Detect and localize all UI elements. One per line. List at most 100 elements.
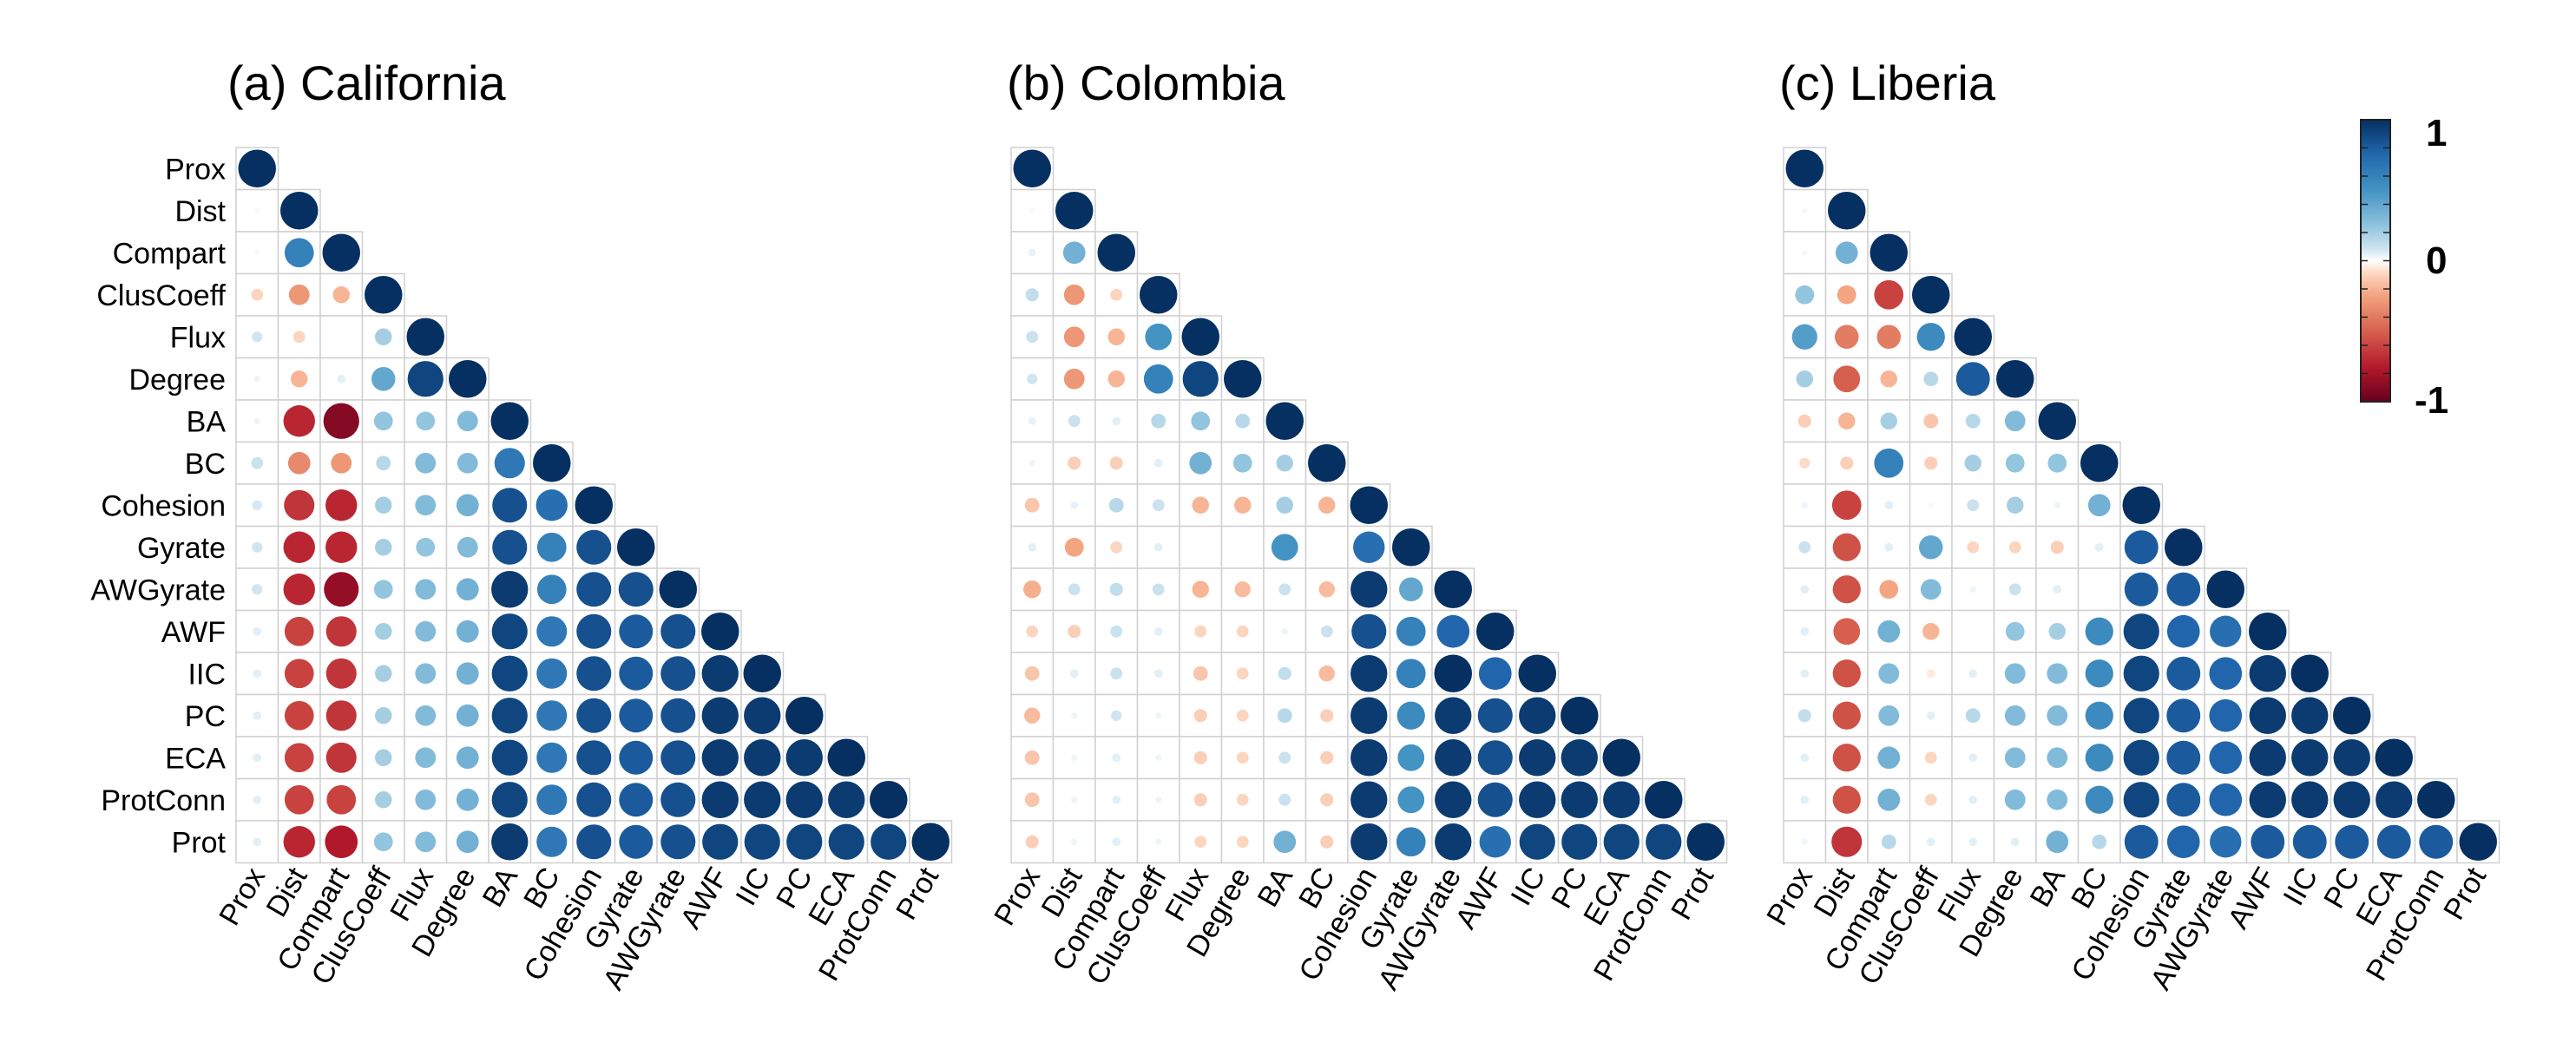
correlation-dot [491, 823, 529, 861]
correlation-dot [1791, 324, 1817, 350]
correlation-dot [456, 788, 479, 811]
correlation-dot [827, 738, 865, 777]
panel-title: (a) California [227, 56, 506, 110]
row-label: AWF [161, 616, 226, 649]
correlation-dot [371, 366, 396, 391]
correlation-dot [2335, 824, 2369, 859]
correlation-dot [1478, 657, 1512, 691]
correlation-dot [2209, 657, 2243, 691]
correlation-dot [1320, 793, 1334, 807]
correlation-dot [1795, 285, 1815, 305]
correlation-dot [251, 456, 264, 469]
correlation-dot [253, 795, 262, 804]
column-label: BA [476, 862, 525, 913]
column-label: BA [2024, 862, 2073, 913]
correlation-dot [1561, 823, 1598, 860]
correlation-dot [1154, 754, 1162, 762]
correlation-dot [1028, 459, 1036, 467]
correlation-dot [1236, 836, 1249, 849]
correlation-dot [291, 370, 308, 388]
correlation-dot [1108, 497, 1124, 513]
matrix-cell [1052, 652, 1096, 696]
correlation-dot [2004, 663, 2026, 685]
correlation-dot [1351, 613, 1387, 649]
correlation-dot [1025, 835, 1039, 849]
correlation-dot [1236, 793, 1249, 806]
correlation-dot [1965, 413, 1981, 429]
correlation-dot [2038, 402, 2076, 440]
correlation-dot [1068, 583, 1081, 596]
correlation-dot [1062, 241, 1086, 265]
correlation-dot [1224, 360, 1262, 398]
correlation-dot [284, 784, 314, 815]
correlation-dot [375, 749, 392, 766]
correlation-dot [1112, 837, 1121, 847]
correlation-dot [576, 740, 612, 776]
correlation-dot [2249, 781, 2286, 818]
correlation-dot [1840, 456, 1854, 470]
correlation-dot [1646, 823, 1682, 860]
correlation-dot [284, 743, 314, 773]
correlation-dot [1392, 528, 1430, 567]
correlation-dot [2206, 570, 2244, 608]
correlation-dot [1964, 455, 1981, 472]
correlation-dot [1154, 838, 1162, 846]
correlation-dot [536, 784, 568, 816]
correlation-dot [2080, 444, 2119, 482]
correlation-dot [375, 328, 392, 345]
correlation-dot [744, 739, 781, 777]
correlation-dot [324, 572, 359, 607]
correlation-dot [2249, 697, 2286, 734]
correlation-dot [1191, 411, 1211, 431]
correlation-dot [284, 616, 314, 646]
correlation-dot [1967, 541, 1980, 554]
correlation-dot [2047, 705, 2068, 726]
correlation-dot [617, 528, 655, 567]
correlation-dot [2419, 824, 2454, 859]
correlation-dot [1023, 580, 1042, 599]
correlation-dot [253, 753, 262, 763]
correlation-dot [2005, 621, 2025, 641]
correlation-dot [536, 532, 567, 562]
correlation-dot [536, 826, 568, 857]
correlation-dot [1837, 285, 1856, 305]
correlation-dot [2087, 494, 2111, 517]
correlation-dot [491, 739, 528, 776]
correlation-dot [2375, 738, 2413, 777]
correlation-dot [1152, 583, 1165, 596]
correlation-dot [701, 739, 739, 777]
correlation-dot [1922, 623, 1940, 640]
correlation-dot [1924, 751, 1937, 764]
correlation-dot [2124, 572, 2159, 606]
correlation-dot [1435, 697, 1472, 734]
correlation-dot [1350, 739, 1388, 777]
correlation-dot [1234, 496, 1252, 514]
correlation-dot [1396, 616, 1426, 646]
correlation-dot [416, 537, 436, 557]
correlation-dot [1241, 546, 1245, 549]
correlation-dot [375, 539, 392, 556]
correlation-dot [2004, 410, 2026, 432]
correlation-dot [415, 452, 437, 474]
correlation-dot [1877, 620, 1901, 643]
correlation-dot [576, 698, 612, 733]
correlation-dot [1880, 370, 1897, 388]
row-label: AWGyrate [90, 574, 226, 606]
correlation-dot [533, 444, 571, 482]
correlation-dot [287, 451, 311, 475]
correlation-dot [2290, 654, 2329, 692]
correlation-dot [2166, 740, 2201, 775]
correlation-dot [456, 830, 479, 854]
colorbar-tick-label-mid: 0 [2426, 239, 2447, 282]
correlation-dot [331, 452, 352, 474]
correlation-dot [1924, 793, 1937, 806]
correlation-dot [619, 698, 654, 733]
correlation-dot [2123, 698, 2159, 734]
correlation-dot [373, 832, 393, 852]
correlation-dot [1055, 192, 1094, 230]
correlation-dot [1318, 496, 1336, 514]
row-label: Prot [172, 826, 227, 859]
correlation-dot [2291, 781, 2329, 818]
correlation-dot [325, 489, 358, 521]
